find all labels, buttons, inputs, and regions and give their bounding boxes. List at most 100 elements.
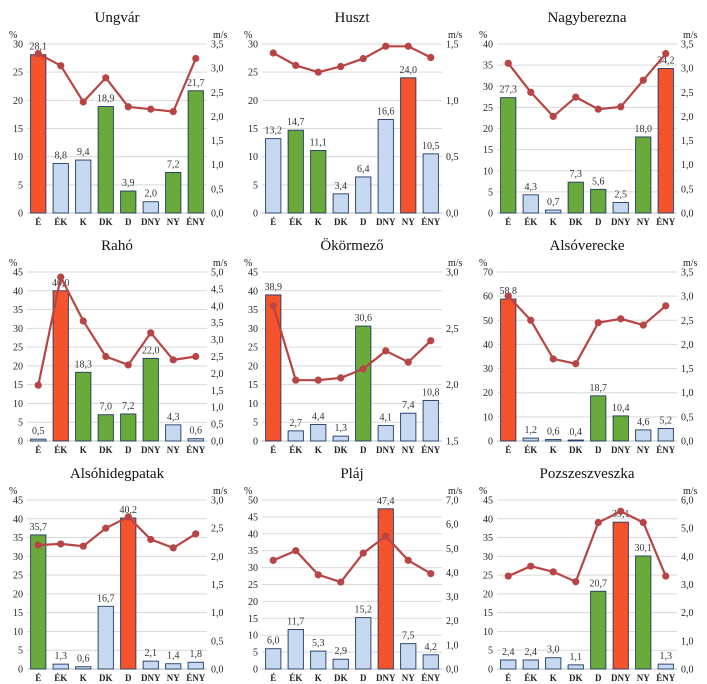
chart-svg-9: Pozszeszveszka% m/s 0 5 10 15 20 25 30 35 40 45 0,0 1…	[479, 466, 698, 683]
category-label: DK	[569, 445, 583, 455]
y-tick-label: 45	[248, 512, 258, 523]
y-tick-label: 40	[483, 40, 493, 51]
y2-tick-label: 1,5	[211, 136, 224, 147]
chart-panel-8: Pláj% m/s 0 5 10 15 20 25 30 35 40 45 50 0,0 1,0 2,0 3,0…	[236, 456, 471, 684]
chart-title: Alsóhidegpatak	[70, 466, 165, 482]
wind-speed-point	[594, 518, 602, 527]
y-tick-label: 10	[483, 412, 493, 423]
bar-ÉNY	[187, 438, 204, 442]
bar-ÉNY	[657, 663, 674, 670]
category-label: ÉNY	[186, 217, 206, 227]
bar-É	[30, 534, 47, 670]
data-label: 27,3	[500, 85, 518, 96]
wind-speed-point	[269, 556, 277, 564]
data-label: 8,8	[55, 150, 68, 161]
y2-tick-label: 2,5	[211, 524, 224, 535]
category-label: É	[505, 673, 511, 683]
y-tick-label: 20	[13, 589, 23, 600]
wind-speed-point	[382, 347, 390, 355]
category-label: É	[270, 217, 276, 227]
y-tick-label: 50	[483, 316, 493, 327]
y-tick-label: 15	[248, 124, 258, 135]
y2-axis-unit: m/s	[448, 30, 463, 41]
y-tick-label: 50	[248, 496, 258, 507]
category-label: K	[80, 445, 87, 455]
y-axis-unit: %	[244, 258, 252, 269]
bar-DK	[332, 658, 349, 670]
category-label: NY	[637, 217, 650, 227]
chart-svg-6: Alsóverecke% m/s 0 10 20 30 40 50 60 70 0,0 0,5 1,0 1…	[479, 238, 698, 455]
category-label: DNY	[376, 445, 396, 455]
wind-speed-point	[269, 302, 277, 310]
category-label: K	[315, 673, 322, 683]
chart-title: Alsóverecke	[550, 238, 625, 254]
data-label: 9,4	[77, 147, 90, 158]
category-label: É	[270, 445, 276, 455]
category-label: K	[80, 673, 87, 683]
bar-D	[355, 176, 372, 214]
y2-tick-label: 1,0	[681, 160, 694, 171]
category-label: É	[35, 673, 41, 683]
wind-speed-point	[617, 507, 625, 515]
y2-tick-label: 0,0	[681, 209, 694, 220]
category-label: NY	[167, 217, 180, 227]
category-label: NY	[637, 445, 650, 455]
y2-tick-label: 3,5	[211, 40, 224, 51]
bar-D	[120, 517, 137, 670]
data-label: 0,4	[570, 427, 583, 438]
wind-speed-point	[662, 572, 670, 580]
category-label: NY	[402, 445, 415, 455]
bar-DNY	[377, 508, 394, 670]
y-tick-label: 30	[13, 324, 23, 335]
wind-speed-line	[507, 295, 667, 365]
data-label: 2,0	[145, 189, 158, 200]
category-label: ÉNY	[186, 673, 206, 683]
y2-tick-label: 6,0	[681, 496, 694, 507]
data-label: 7,3	[570, 169, 583, 180]
bar-ÉK	[287, 129, 304, 214]
data-label: 14,7	[287, 117, 305, 128]
chart-panel-4: Rahó% m/s 0 5 10 15 20 25 30 35 40 45 0,0 0,5 1,0 1,5 2,…	[1, 228, 236, 456]
bar-É	[265, 648, 282, 670]
data-label: 40,2	[120, 505, 138, 516]
wind-speed-line	[272, 534, 432, 584]
category-label: ÉNY	[186, 445, 206, 455]
data-label: 0,5	[32, 426, 45, 437]
y-tick-label: 70	[483, 268, 493, 279]
y-tick-label: 35	[483, 61, 493, 72]
y-axis-unit: %	[479, 30, 487, 41]
y2-tick-label: 4,0	[681, 552, 694, 563]
bar-ÉNY	[187, 90, 204, 214]
bar-DK	[97, 414, 114, 442]
wind-speed-point	[572, 578, 580, 586]
y-tick-label: 5	[253, 648, 258, 659]
data-label: 11,1	[310, 137, 327, 148]
bar-É	[500, 97, 517, 214]
category-label: DK	[99, 445, 113, 455]
y2-tick-label: 7,0	[446, 496, 459, 507]
wind-speed-point	[124, 513, 132, 521]
wind-speed-line	[37, 52, 197, 113]
category-label: DK	[99, 217, 113, 227]
bar-D	[355, 325, 372, 442]
y-axis-unit: %	[9, 258, 17, 269]
y2-tick-label: 0,0	[681, 437, 694, 448]
data-label: 2,5	[615, 189, 628, 200]
y-tick-label: 35	[248, 546, 258, 557]
y-axis-unit: %	[244, 486, 252, 497]
category-label: D	[360, 217, 367, 227]
y2-tick-label: 3,5	[681, 268, 694, 279]
y-tick-label: 25	[248, 343, 258, 354]
wind-speed-point	[572, 360, 580, 368]
y-tick-label: 5	[488, 187, 493, 198]
wind-speed-point	[549, 112, 557, 121]
y-tick-label: 15	[248, 614, 258, 625]
wind-speed-point	[124, 361, 132, 369]
wind-speed-point	[572, 93, 580, 101]
wind-speed-point	[147, 535, 155, 544]
y-tick-label: 60	[483, 292, 493, 303]
bar-DNY	[377, 119, 394, 214]
data-label: 22,0	[142, 345, 160, 356]
wind-speed-point	[102, 524, 110, 532]
y-tick-label: 20	[13, 96, 23, 107]
